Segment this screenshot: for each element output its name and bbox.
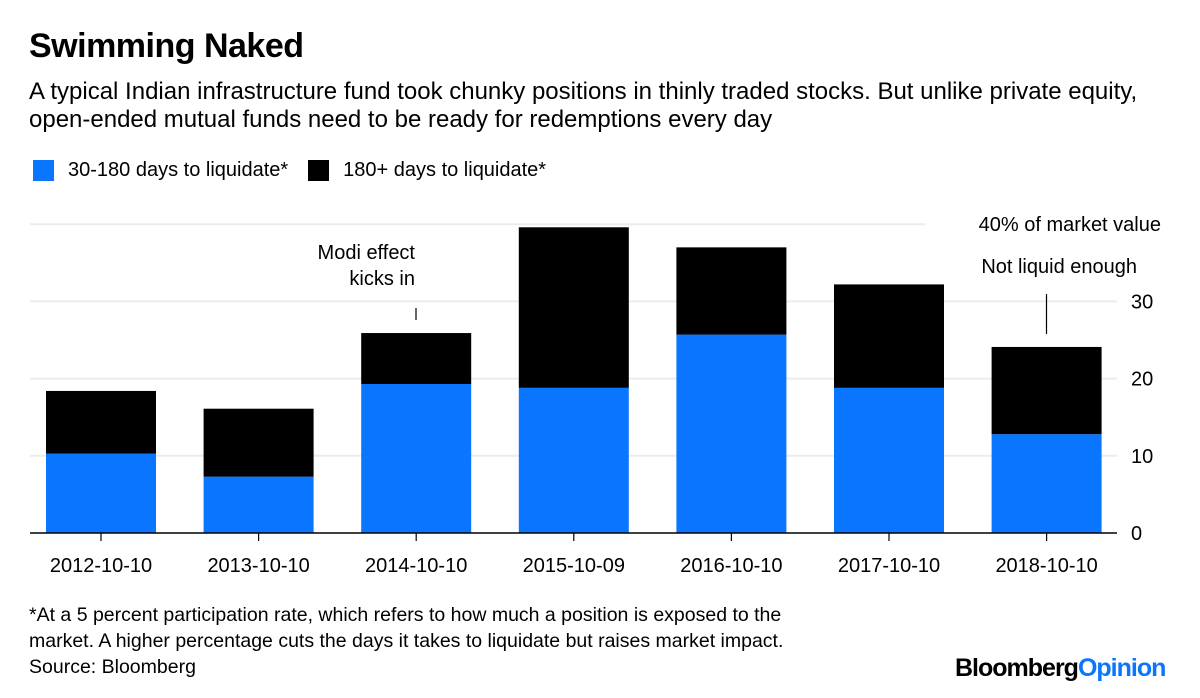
bar-2015-10-09-180-plus-days [518, 227, 629, 388]
bars [46, 227, 1102, 533]
y-tick-label-20: 20 [1131, 369, 1153, 391]
chart-title: Swimming Naked [29, 27, 304, 65]
y-tick-label-0: 0 [1131, 523, 1142, 545]
bar-2016-10-10-180-plus-days [676, 247, 787, 335]
annotation-modi-line1: Modi effect [318, 242, 416, 264]
legend-swatch-blue [33, 159, 54, 181]
y-axis: 0 10 20 30 [1131, 291, 1153, 545]
bar-2016-10-10-30-180-days [676, 334, 787, 533]
y-unit-label: 40% of market value [979, 214, 1161, 236]
x-tick-label: 2017-10-10 [838, 555, 940, 577]
x-tick-label: 2014-10-10 [365, 555, 467, 577]
annotations: 40% of market value Modi effect kicks in… [318, 214, 1161, 334]
footnote: *At a 5 percent participation rate, whic… [29, 602, 1029, 680]
bar-2012-10-10-180-plus-days [46, 390, 156, 454]
logo-bloomberg: Bloomberg [955, 654, 1079, 682]
legend-item-180-plus-days: 180+ days to liquidate* [308, 159, 546, 182]
bar-2012-10-10-30-180-days [46, 453, 156, 533]
x-tick-label: 2015-10-09 [523, 555, 625, 577]
y-tick-label-10: 10 [1131, 446, 1153, 468]
bar-2014-10-10-30-180-days [361, 384, 472, 533]
bar-2018-10-10-30-180-days [991, 434, 1102, 533]
y-tick-label-30: 30 [1131, 291, 1153, 313]
bar-2017-10-10-180-plus-days [834, 284, 944, 388]
logo-opinion: Opinion [1077, 654, 1166, 682]
footnote-line: market. A higher percentage cuts the day… [29, 630, 784, 652]
bar-2018-10-10-180-plus-days [991, 346, 1102, 435]
annotation-modi-line2: kicks in [349, 268, 415, 290]
x-axis [30, 532, 1117, 541]
x-tick-label: 2013-10-10 [207, 555, 309, 577]
legend-swatch-black [308, 159, 330, 181]
bar-2013-10-10-180-plus-days [203, 408, 314, 477]
footnote-line: *At a 5 percent participation rate, whic… [29, 604, 782, 626]
chart-subtitle: A typical Indian infrastructure fund too… [29, 78, 1138, 133]
x-tick-label: 2016-10-10 [680, 555, 782, 577]
legend-label: 180+ days to liquidate* [343, 158, 547, 181]
source-text: Source: Bloomberg [29, 656, 196, 678]
legend: 30-180 days to liquidate* 180+ days to l… [33, 158, 566, 182]
x-tick-label: 2012-10-10 [50, 555, 152, 577]
annotation-not-liquid: Not liquid enough [981, 256, 1137, 278]
x-tick-label: 2018-10-10 [995, 555, 1097, 577]
x-axis-labels: 2012-10-10 2013-10-10 2014-10-10 2015-10-09… [50, 555, 1098, 577]
legend-item-30-180-days: 30-180 days to liquidate* [33, 159, 288, 182]
bar-2017-10-10-30-180-days [834, 387, 944, 533]
bloomberg-opinion-logo: BloombergOpinion [955, 654, 1166, 683]
bar-2013-10-10-30-180-days [203, 476, 314, 533]
bar-2015-10-09-30-180-days [518, 387, 629, 533]
legend-label: 30-180 days to liquidate* [68, 158, 289, 181]
bar-2014-10-10-180-plus-days [361, 333, 472, 385]
